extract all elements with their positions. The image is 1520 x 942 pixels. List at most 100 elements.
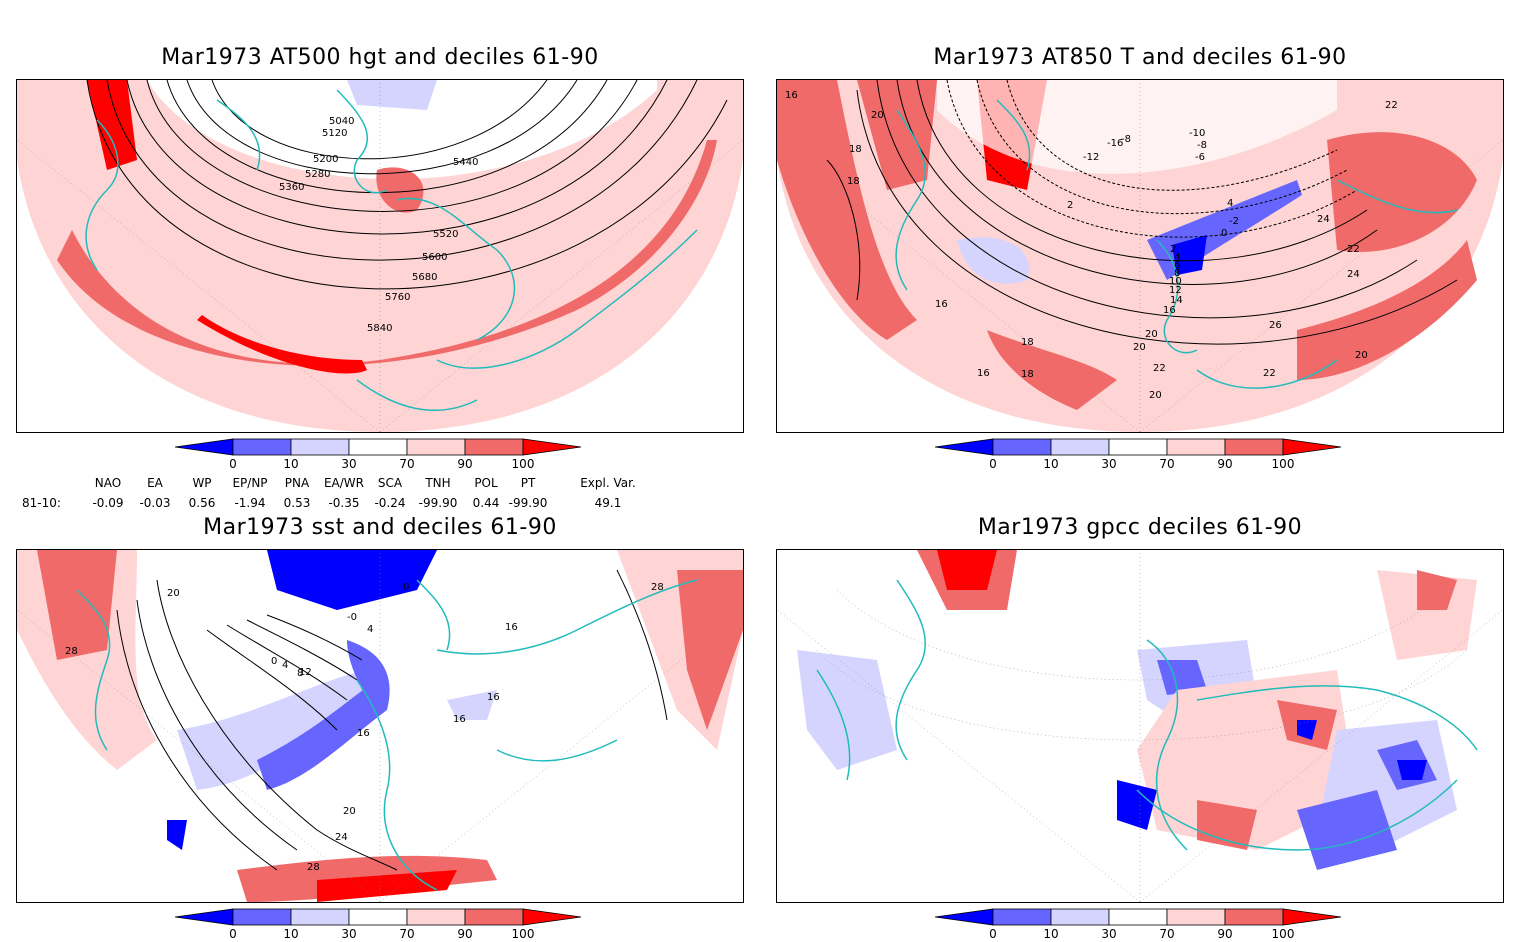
map-hgt-canvas: 5040 5120 5200 5280 5360 5440 5520 5600 … — [17, 80, 743, 432]
colorbar-segment — [175, 438, 234, 456]
index-value: -99.90 — [418, 496, 458, 510]
colorbar-tick-label: 30 — [341, 927, 357, 941]
colorbar-sst: 0 10 30 70 90 100 — [175, 908, 595, 942]
colorbar-tick-label: 70 — [399, 927, 415, 941]
index-value: 0.53 — [283, 496, 311, 510]
svg-text:18: 18 — [849, 144, 862, 155]
svg-text:4: 4 — [282, 660, 288, 671]
index-header: Expl. Var. — [580, 476, 636, 490]
colorbar-gpcc: 0 10 30 70 90 100 — [935, 908, 1355, 942]
index-header: PNA — [284, 476, 310, 490]
svg-text:22: 22 — [1347, 244, 1360, 255]
graticule — [17, 80, 743, 432]
svg-text:-8: -8 — [1121, 134, 1131, 145]
svg-text:-6: -6 — [1195, 152, 1205, 163]
svg-text:22: 22 — [1263, 368, 1276, 379]
svg-text:18: 18 — [847, 176, 860, 187]
svg-text:-10: -10 — [1189, 128, 1205, 139]
svg-text:4: 4 — [367, 624, 373, 635]
map-sst: 20 28 0 4 8 12 16 16 16 16 20 24 28 28 -… — [16, 549, 744, 903]
svg-text:16: 16 — [977, 368, 990, 379]
panel-title-gpcc: Mar1973 gpcc deciles 61-90 — [977, 515, 1303, 540]
svg-text:18: 18 — [1021, 337, 1034, 348]
colorbar-swatches — [935, 438, 1342, 456]
svg-text:4: 4 — [1227, 198, 1233, 209]
svg-text:28: 28 — [307, 862, 320, 873]
index-header: TNH — [425, 476, 451, 490]
index-header: EA/WR — [323, 476, 365, 490]
graticule — [17, 550, 743, 902]
panel-title-hgt: Mar1973 AT500 hgt and deciles 61-90 — [161, 45, 599, 70]
colorbar-tick-label: 0 — [229, 927, 237, 941]
contour-labels: 16 20 18 18 -10 -8 -6 -16 -8 -12 2 4 -2 … — [785, 90, 1398, 401]
colorbar-segment — [992, 438, 1052, 456]
svg-text:16: 16 — [487, 692, 500, 703]
svg-text:-16: -16 — [1107, 138, 1123, 149]
index-header: NAO — [94, 476, 122, 490]
height-contours — [86, 80, 728, 290]
svg-text:20: 20 — [1355, 350, 1368, 361]
deciles-shading — [797, 550, 1477, 870]
colorbar-segment — [464, 438, 524, 456]
colorbar-tick-label: 100 — [1271, 457, 1295, 471]
colorbar-segment — [1166, 908, 1226, 926]
colorbar-segment — [1282, 438, 1342, 456]
coastlines — [816, 579, 1478, 851]
svg-text:0: 0 — [1221, 228, 1227, 239]
index-value: 0.44 — [472, 496, 500, 510]
svg-text:20: 20 — [167, 588, 180, 599]
colorbar-tick-label: 30 — [1101, 457, 1117, 471]
colorbar-segment — [1166, 438, 1226, 456]
index-value: -99.90 — [508, 496, 548, 510]
svg-text:-2: -2 — [1229, 216, 1239, 227]
svg-text:5840: 5840 — [367, 323, 392, 334]
colorbar-t850: 0 10 30 70 90 100 — [935, 438, 1355, 472]
colorbar-tick-label: 0 — [229, 457, 237, 471]
graticule — [777, 80, 1503, 432]
svg-text:-0: -0 — [347, 612, 357, 623]
coastlines — [85, 89, 698, 412]
svg-text:26: 26 — [1269, 320, 1282, 331]
colorbar-segment — [935, 438, 994, 456]
index-value: 0.56 — [188, 496, 216, 510]
colorbar-tick-label: 90 — [457, 457, 473, 471]
svg-text:5280: 5280 — [305, 169, 330, 180]
svg-text:4: 4 — [1174, 252, 1180, 263]
colorbar-segment — [1282, 908, 1342, 926]
index-value: -0.03 — [139, 496, 171, 510]
svg-text:24: 24 — [1347, 269, 1360, 280]
colorbar-segment — [348, 908, 408, 926]
colorbar-tick-label: 10 — [1043, 927, 1059, 941]
svg-text:22: 22 — [1385, 100, 1398, 111]
svg-text:20: 20 — [1149, 390, 1162, 401]
colorbar-segment — [1108, 908, 1168, 926]
svg-text:16: 16 — [453, 714, 466, 725]
svg-text:-8: -8 — [1197, 140, 1207, 151]
colorbar-tick-label: 90 — [1217, 927, 1233, 941]
colorbar-tick-label: 90 — [457, 927, 473, 941]
svg-text:16: 16 — [357, 728, 370, 739]
index-value: 49.1 — [594, 496, 622, 510]
colorbar-tick-label: 10 — [283, 927, 299, 941]
svg-text:5040: 5040 — [329, 116, 354, 127]
colorbar-segment — [175, 908, 234, 926]
svg-text:6: 6 — [1174, 260, 1180, 271]
colorbar-tick-label: 90 — [1217, 457, 1233, 471]
colorbar-segment — [1050, 438, 1110, 456]
colorbar-segment — [406, 908, 466, 926]
svg-text:10: 10 — [1169, 276, 1182, 287]
svg-text:8: 8 — [1174, 268, 1180, 279]
index-header: EP/NP — [232, 476, 268, 490]
colorbar-segment — [992, 908, 1052, 926]
colorbar-segment — [406, 438, 466, 456]
colorbar-segment — [290, 438, 350, 456]
contour-labels: 5040 5120 5200 5280 5360 5440 5520 5600 … — [279, 116, 478, 334]
colorbar-tick-label: 70 — [1159, 457, 1175, 471]
svg-text:5440: 5440 — [453, 157, 478, 168]
colorbar-segment — [1224, 438, 1284, 456]
svg-text:12: 12 — [299, 667, 312, 678]
svg-text:-12: -12 — [1083, 152, 1099, 163]
index-value: -0.24 — [374, 496, 406, 510]
svg-text:0: 0 — [403, 582, 409, 593]
colorbar-tick-label: 100 — [1271, 927, 1295, 941]
